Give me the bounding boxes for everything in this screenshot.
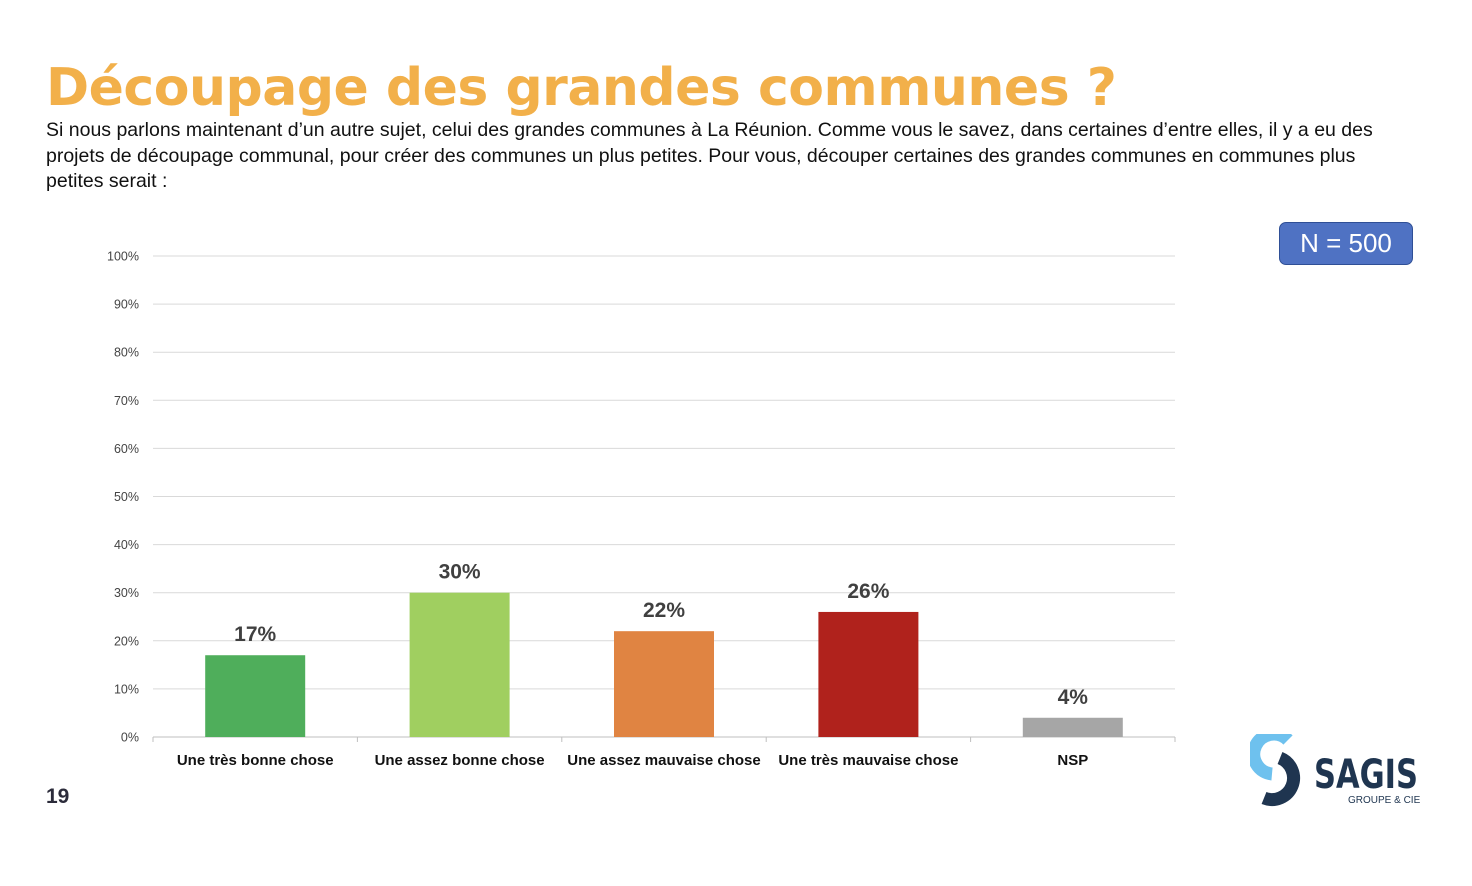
x-category-label: Une assez bonne chose (375, 752, 545, 769)
sagis-logo: SAGIS GROUPE & CIE (1250, 734, 1421, 807)
y-tick-label: 60% (114, 442, 139, 456)
y-tick-label: 30% (114, 586, 139, 600)
question-text: Si nous parlons maintenant d’un autre su… (46, 119, 1373, 192)
bar (818, 611, 919, 737)
page-number: 19 (46, 785, 70, 808)
data-label: 26% (847, 580, 889, 603)
x-category-label: Une assez mauvaise chose (567, 752, 760, 769)
bar (1022, 717, 1123, 737)
x-category-label: Une très bonne chose (177, 752, 334, 769)
x-category-label: Une très mauvaise chose (778, 752, 958, 769)
y-tick-label: 0% (121, 731, 139, 745)
bar (205, 655, 306, 737)
y-tick-label: 90% (114, 298, 139, 312)
bar (409, 592, 510, 737)
y-tick-label: 70% (114, 394, 139, 408)
x-category-label: NSP (1057, 752, 1088, 769)
sample-size-badge: N = 500 (1279, 222, 1413, 265)
logo-s-top-icon (1250, 734, 1293, 781)
data-label: 4% (1058, 686, 1089, 709)
logo-wordmark: SAGIS (1314, 752, 1418, 798)
page-title: Découpage des grandes communes ? (46, 58, 1117, 118)
y-tick-label: 50% (114, 490, 139, 504)
y-tick-label: 40% (114, 538, 139, 552)
logo-tagline: GROUPE & CIE (1348, 795, 1421, 806)
y-tick-label: 20% (114, 634, 139, 648)
data-label: 17% (234, 623, 276, 646)
y-tick-label: 10% (114, 682, 139, 696)
data-label: 30% (439, 561, 481, 584)
data-label: 22% (643, 599, 685, 622)
y-tick-label: 100% (107, 250, 139, 264)
logo-s-bottom-icon (1261, 751, 1301, 807)
bar (614, 631, 714, 737)
y-tick-label: 80% (114, 346, 139, 360)
